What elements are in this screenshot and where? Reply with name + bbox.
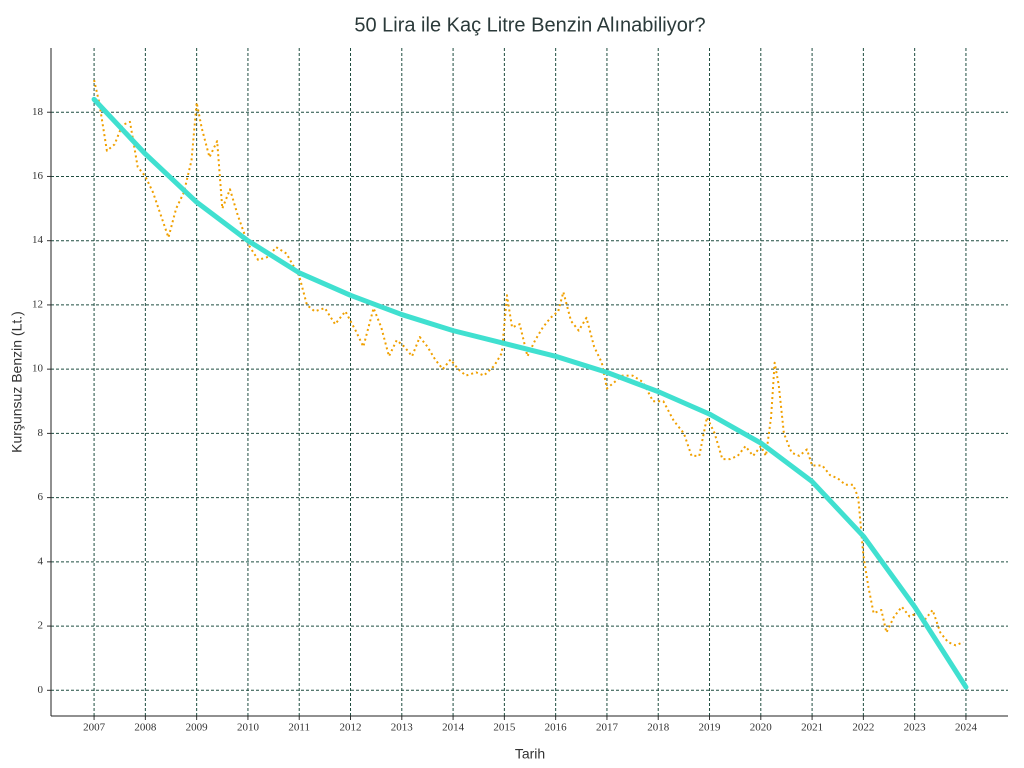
data-line [93, 79, 964, 647]
x-tick-label: 2014 [442, 722, 465, 734]
y-tick-label: 2 [38, 620, 44, 632]
y-tick-label: 4 [38, 555, 44, 567]
y-tick-label: 0 [38, 684, 44, 696]
x-tick-label: 2008 [134, 722, 157, 734]
x-tick-label: 2024 [955, 722, 978, 734]
x-tick-label: 2010 [237, 722, 260, 734]
x-tick-label: 2011 [288, 722, 310, 734]
x-tick-label: 2009 [186, 722, 209, 734]
y-axis-label: Kurşunsuz Benzin (Lt.) [9, 311, 25, 453]
x-tick-label: 2018 [647, 722, 670, 734]
y-tick-label: 18 [32, 106, 44, 118]
y-tick-label: 12 [32, 298, 43, 310]
x-tick-label: 2017 [596, 722, 619, 734]
x-tick-label: 2020 [750, 722, 773, 734]
x-tick-label: 2007 [83, 722, 106, 734]
x-tick-label: 2015 [493, 722, 516, 734]
chart-title: 50 Lira ile Kaç Litre Benzin Alınabiliyo… [354, 14, 705, 36]
data-line [91, 96, 969, 690]
x-axis-label: Tarih [515, 746, 545, 762]
x-tick-label: 2022 [852, 722, 874, 734]
x-tick-label: 2021 [801, 722, 823, 734]
y-tick-label: 10 [32, 363, 44, 375]
x-tick-label: 2013 [391, 722, 414, 734]
x-tick-label: 2023 [904, 722, 927, 734]
y-tick-label: 14 [32, 234, 44, 246]
y-tick-label: 16 [32, 170, 44, 182]
y-tick-label: 6 [38, 491, 44, 503]
x-tick-label: 2016 [545, 722, 568, 734]
x-tick-label: 2019 [699, 722, 722, 734]
y-tick-label: 8 [38, 427, 44, 439]
x-tick-label: 2012 [340, 722, 362, 734]
